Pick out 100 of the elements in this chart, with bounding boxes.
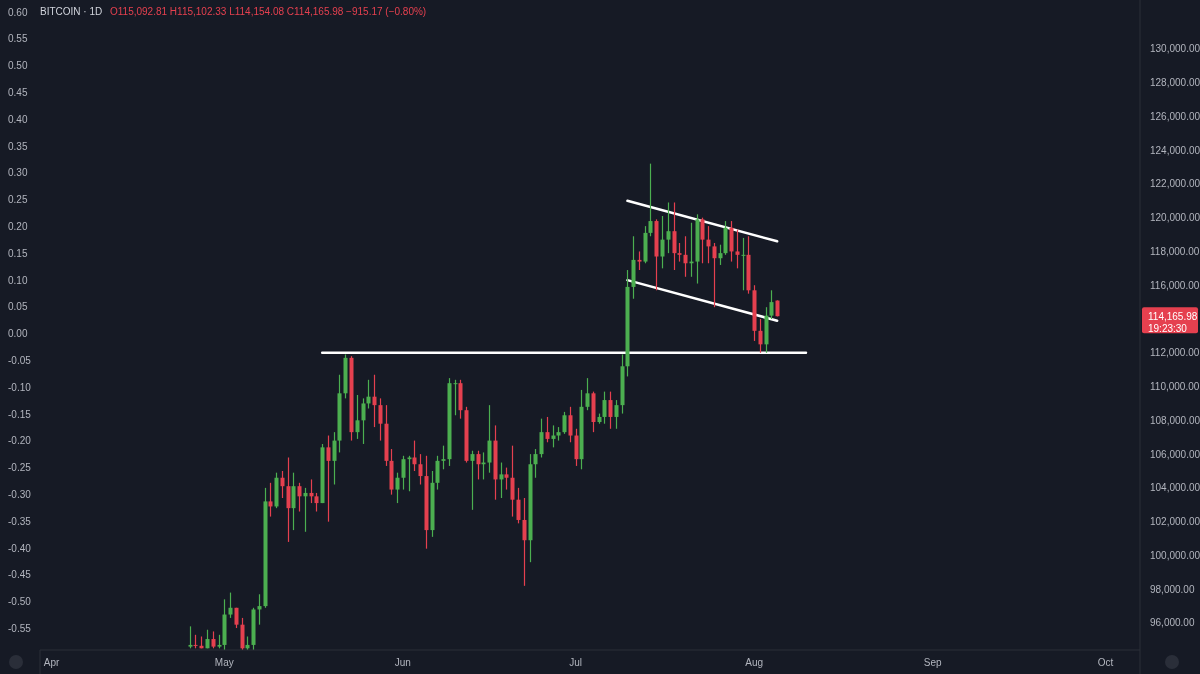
candlestick: [228, 591, 233, 619]
y2-tick-label: 0.10: [8, 274, 28, 286]
y2-tick-label: 0.40: [8, 113, 28, 125]
y2-tick-label: 0.50: [8, 60, 28, 72]
y2-tick-label: -0.05: [8, 355, 32, 367]
candlestick: [407, 455, 412, 492]
candlestick: [585, 377, 590, 411]
candlestick: [602, 391, 607, 425]
text: O115,092.81 H115,102.33 L114,154.08 C114,165.98 −915.17 (−0.80%): [110, 5, 427, 17]
candlestick: [372, 374, 377, 428]
y2-tick-label: 0.55: [8, 33, 28, 45]
x-tick-label: Aug: [745, 656, 764, 668]
y2-tick-label: 0.15: [8, 247, 28, 259]
y-tick-label: 112,000.00: [1150, 347, 1200, 359]
y2-tick-label: -0.30: [8, 489, 32, 501]
candlestick: [533, 448, 538, 479]
y-tick-label: 96,000.00: [1150, 617, 1195, 629]
y2-tick-label: 0.60: [8, 6, 28, 18]
x-tick-label: Jul: [569, 656, 582, 668]
text: 19:23:30: [1148, 322, 1188, 334]
y2-tick-label: -0.55: [8, 623, 32, 635]
candlestick: [510, 445, 515, 518]
candlestick: [435, 455, 440, 491]
candlestick: [240, 617, 245, 650]
candlestick: [562, 411, 567, 435]
candlestick: [291, 472, 296, 531]
y2-tick-label: -0.15: [8, 408, 32, 420]
candlestick: [574, 428, 579, 467]
y-tick-label: 106,000.00: [1150, 448, 1200, 460]
y-tick-label: 110,000.00: [1150, 381, 1200, 393]
x-tick-label: Sep: [923, 656, 942, 668]
y2-tick-label: -0.40: [8, 542, 32, 554]
candlestick: [741, 237, 746, 291]
candlestick: [666, 201, 671, 254]
candlestick: [516, 487, 521, 524]
candlestick: [268, 482, 273, 518]
x-tick-label: Apr: [43, 656, 60, 668]
y2-tick-label: 0.25: [8, 194, 28, 206]
y-tick-label: 116,000.00: [1150, 279, 1200, 291]
candlestick: [614, 399, 619, 430]
candlestick: [648, 163, 653, 237]
x-tick-label: Jun: [394, 656, 411, 668]
candlestick: [677, 242, 682, 263]
candlestick: [297, 482, 302, 513]
text: BITCOIN · 1D: [40, 5, 103, 17]
candlestick: [769, 289, 774, 320]
candlestick: [326, 434, 331, 523]
y2-tick-label: -0.20: [8, 435, 32, 447]
y2-tick-label: 0.20: [8, 220, 28, 232]
y2-tick-label: 0.45: [8, 86, 28, 98]
candlestick: [470, 450, 475, 511]
y-tick-label: 104,000.00: [1150, 482, 1200, 494]
candlestick: [412, 439, 417, 472]
y2-tick-label: 0.35: [8, 140, 28, 152]
y2-tick-label: -0.50: [8, 596, 32, 608]
candlestick: [332, 431, 337, 486]
candlestick: [476, 450, 481, 481]
candlestick: [355, 394, 360, 440]
candlestick: [378, 397, 383, 442]
candlestick: [568, 406, 573, 443]
x-tick-label: May: [214, 656, 234, 668]
y-tick-label: 124,000.00: [1150, 144, 1200, 156]
y-tick-label: 122,000.00: [1150, 178, 1200, 190]
candlestick: [608, 391, 613, 430]
candlestick: [660, 215, 665, 269]
y-tick-label: 128,000.00: [1150, 77, 1200, 89]
candlestick: [314, 492, 319, 513]
candlestick: [401, 455, 406, 491]
y2-tick-label: 0.05: [8, 301, 28, 313]
candlestick: [487, 404, 492, 474]
candlestick: [700, 217, 705, 264]
y-tick-label: 100,000.00: [1150, 549, 1200, 561]
y-tick-label: 108,000.00: [1150, 414, 1200, 426]
y-tick-label: 98,000.00: [1150, 583, 1195, 595]
y2-tick-label: -0.35: [8, 515, 32, 527]
y2-tick-label: -0.10: [8, 381, 32, 393]
candlestick: [712, 242, 717, 308]
candlestick: [286, 456, 291, 543]
text: 114,165.98: [1148, 310, 1198, 322]
candlestick: [441, 445, 446, 470]
candlestick: [539, 418, 544, 459]
y-tick-label: 120,000.00: [1150, 212, 1200, 224]
y-tick-label: 118,000.00: [1150, 245, 1200, 257]
candlestick: [758, 318, 763, 354]
y2-tick-label: 0.00: [8, 328, 28, 340]
candlestick: [718, 244, 723, 266]
candlestick: [735, 228, 740, 269]
candlestick: [522, 497, 527, 587]
candlestick: [188, 625, 193, 649]
candlestick: [499, 461, 504, 499]
candlestick: [361, 397, 366, 445]
y-tick-label: 102,000.00: [1150, 516, 1200, 528]
y-tick-label: 130,000.00: [1150, 43, 1200, 55]
candlestick: [672, 201, 677, 271]
x-tick-label: Oct: [1097, 656, 1114, 668]
y2-tick-label: -0.45: [8, 569, 32, 581]
candlestick: [504, 467, 509, 491]
candlestick: [280, 470, 285, 499]
candlestick: [418, 453, 423, 486]
candlestick: [683, 235, 688, 278]
